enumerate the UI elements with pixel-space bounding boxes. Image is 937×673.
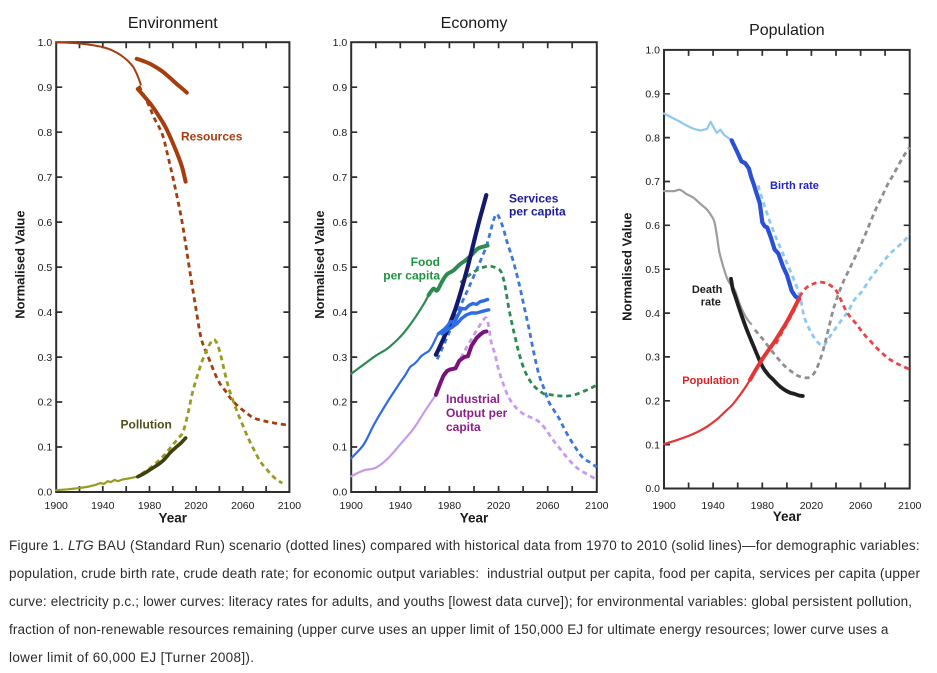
svg-text:Normalised Value: Normalised Value <box>312 210 327 318</box>
svg-text:Services: Services <box>509 192 559 206</box>
svg-text:2100: 2100 <box>278 500 302 512</box>
svg-text:0.7: 0.7 <box>645 176 660 188</box>
svg-text:2020: 2020 <box>800 500 824 512</box>
svg-text:1940: 1940 <box>389 500 413 512</box>
svg-text:0.4: 0.4 <box>645 308 660 320</box>
svg-text:Normalised Value: Normalised Value <box>620 213 635 321</box>
svg-text:0.0: 0.0 <box>38 487 53 499</box>
svg-text:1900: 1900 <box>340 500 364 512</box>
svg-text:0.3: 0.3 <box>38 352 53 364</box>
svg-text:0.9: 0.9 <box>645 89 660 101</box>
svg-text:Pollution: Pollution <box>121 418 172 432</box>
svg-text:0.5: 0.5 <box>645 264 660 276</box>
svg-text:0.2: 0.2 <box>645 396 660 408</box>
svg-text:1.0: 1.0 <box>38 37 53 49</box>
svg-text:Population: Population <box>682 375 739 387</box>
svg-text:rate: rate <box>701 296 721 308</box>
svg-text:Environment: Environment <box>128 15 218 32</box>
svg-text:1980: 1980 <box>438 500 462 512</box>
svg-text:Output per: Output per <box>446 406 508 420</box>
svg-text:0.2: 0.2 <box>333 397 348 409</box>
svg-text:Year: Year <box>773 509 802 524</box>
svg-text:1940: 1940 <box>91 500 115 512</box>
svg-text:per capita: per capita <box>509 205 566 219</box>
svg-text:2020: 2020 <box>487 500 511 512</box>
svg-text:Normalised Value: Normalised Value <box>12 210 27 318</box>
svg-text:0.7: 0.7 <box>333 172 348 184</box>
svg-text:2020: 2020 <box>184 500 208 512</box>
svg-text:2060: 2060 <box>231 500 255 512</box>
svg-text:2060: 2060 <box>536 500 560 512</box>
svg-text:Year: Year <box>159 511 188 526</box>
svg-text:0.3: 0.3 <box>645 352 660 364</box>
svg-text:0.2: 0.2 <box>38 397 53 409</box>
svg-text:0.5: 0.5 <box>333 262 348 274</box>
svg-text:1940: 1940 <box>701 500 725 512</box>
svg-text:1980: 1980 <box>751 500 775 512</box>
svg-text:0.7: 0.7 <box>38 172 53 184</box>
svg-text:1900: 1900 <box>652 500 676 512</box>
svg-text:0.4: 0.4 <box>333 307 348 319</box>
svg-text:per capita: per capita <box>383 269 440 283</box>
svg-text:0.4: 0.4 <box>38 307 53 319</box>
svg-text:Death: Death <box>692 284 723 296</box>
svg-text:Birth rate: Birth rate <box>770 180 819 192</box>
svg-text:1980: 1980 <box>138 500 162 512</box>
svg-text:1.0: 1.0 <box>645 45 660 57</box>
svg-text:0.1: 0.1 <box>38 442 53 454</box>
svg-text:Population: Population <box>749 22 825 39</box>
svg-text:0.0: 0.0 <box>645 483 660 495</box>
svg-text:0.6: 0.6 <box>645 220 660 232</box>
svg-text:Industrial: Industrial <box>446 392 500 406</box>
svg-text:0.8: 0.8 <box>38 127 53 139</box>
svg-text:1900: 1900 <box>45 500 69 512</box>
svg-text:0.3: 0.3 <box>333 352 348 364</box>
svg-text:Food: Food <box>411 255 440 269</box>
svg-text:Year: Year <box>460 511 489 526</box>
svg-text:0.9: 0.9 <box>333 82 348 94</box>
svg-text:0.8: 0.8 <box>333 127 348 139</box>
svg-text:1.0: 1.0 <box>333 37 348 49</box>
svg-text:0.0: 0.0 <box>333 487 348 499</box>
svg-text:Economy: Economy <box>441 15 508 32</box>
svg-text:2100: 2100 <box>898 500 922 512</box>
svg-text:capita: capita <box>446 420 481 434</box>
svg-text:0.1: 0.1 <box>645 439 660 451</box>
svg-text:2060: 2060 <box>849 500 873 512</box>
svg-text:0.8: 0.8 <box>645 132 660 144</box>
svg-text:0.5: 0.5 <box>38 262 53 274</box>
svg-text:Resources: Resources <box>181 130 243 144</box>
svg-text:0.6: 0.6 <box>333 217 348 229</box>
svg-text:0.1: 0.1 <box>333 442 348 454</box>
svg-text:2100: 2100 <box>585 500 609 512</box>
svg-text:0.9: 0.9 <box>38 82 53 94</box>
svg-text:0.6: 0.6 <box>38 217 53 229</box>
